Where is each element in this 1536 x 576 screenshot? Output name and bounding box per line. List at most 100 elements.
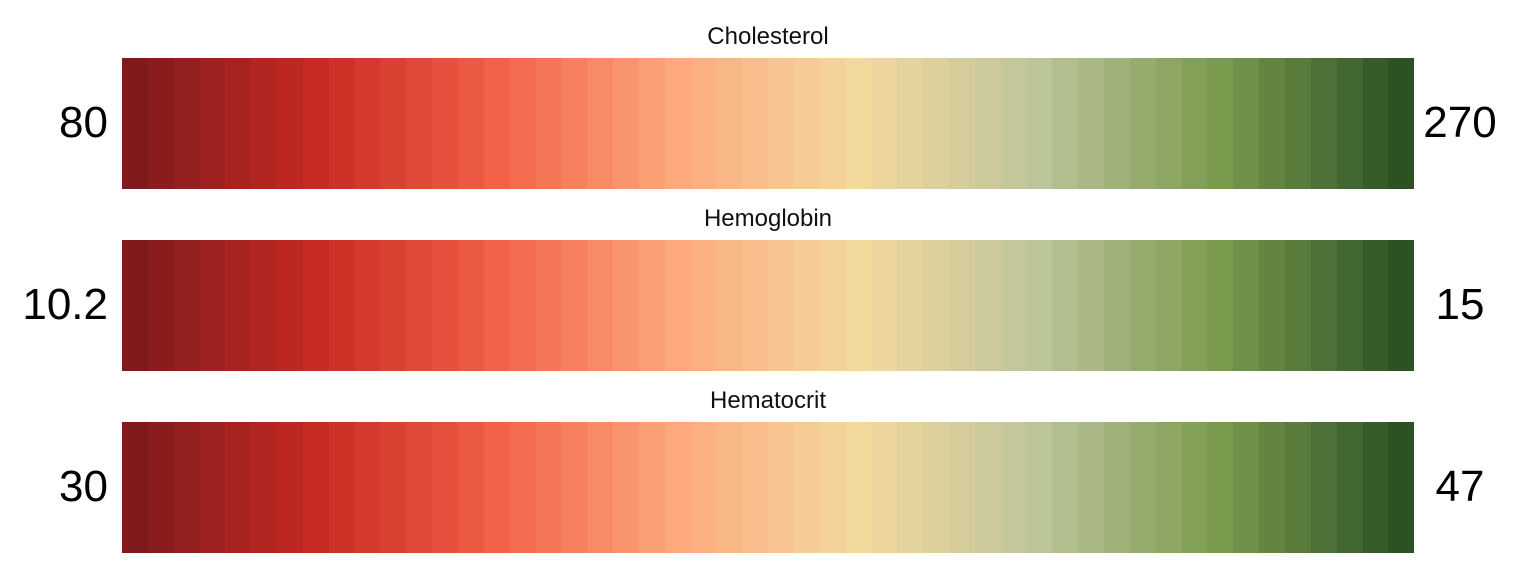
color-bar (122, 422, 1415, 553)
color-swatch (225, 240, 252, 371)
color-swatch (1388, 422, 1415, 553)
color-swatch (793, 240, 820, 371)
color-swatch (561, 422, 588, 553)
color-swatch (302, 240, 329, 371)
color-swatch (949, 240, 975, 371)
scale-min-label: 10.2 (22, 280, 108, 329)
color-swatch (1129, 58, 1156, 189)
color-swatch (1284, 240, 1311, 371)
color-swatch (1026, 58, 1053, 189)
color-swatch (638, 422, 665, 553)
scale-max-label: 270 (1423, 98, 1497, 147)
scale-max-label: 15 (1435, 280, 1485, 329)
color-swatch (1181, 240, 1208, 371)
color-swatch (690, 240, 717, 371)
color-swatch (1000, 422, 1027, 553)
color-swatch (613, 422, 639, 553)
color-swatch (406, 58, 433, 189)
color-swatch (1233, 58, 1260, 189)
color-swatch (1310, 58, 1337, 189)
color-swatch (819, 240, 846, 371)
color-swatch (1284, 422, 1311, 553)
color-swatch (664, 58, 691, 189)
color-swatch (923, 422, 949, 553)
color-swatch (173, 422, 200, 553)
color-swatch (1181, 422, 1208, 553)
color-swatch (1155, 58, 1182, 189)
color-swatch (251, 58, 278, 189)
scale-title: Hemoglobin (703, 205, 833, 232)
color-swatch (509, 240, 536, 371)
color-swatch (845, 240, 872, 371)
color-swatch (1052, 240, 1079, 371)
color-swatch (122, 58, 148, 189)
color-swatch (897, 240, 924, 371)
color-swatch (199, 422, 226, 553)
color-swatch (587, 58, 614, 189)
color-swatch (949, 422, 975, 553)
color-swatch (561, 58, 588, 189)
color-swatch (173, 240, 200, 371)
color-swatch (302, 422, 329, 553)
color-swatch (535, 240, 562, 371)
color-swatch (1310, 422, 1337, 553)
color-swatch (613, 58, 639, 189)
color-swatch (328, 422, 355, 553)
color-swatch (897, 58, 924, 189)
color-swatch (1026, 240, 1053, 371)
color-swatch (897, 422, 924, 553)
color-swatch (1104, 240, 1130, 371)
color-swatch (147, 422, 174, 553)
color-swatch (1207, 58, 1234, 189)
color-swatch (483, 422, 510, 553)
color-swatch (742, 58, 769, 189)
color-swatch (742, 422, 769, 553)
color-swatch (845, 58, 872, 189)
color-swatch (1155, 240, 1182, 371)
color-swatch (1078, 240, 1105, 371)
color-swatch (380, 58, 407, 189)
color-swatch (690, 422, 717, 553)
color-swatch (845, 422, 872, 553)
color-swatch (1104, 58, 1130, 189)
color-swatch (716, 240, 743, 371)
color-swatch (147, 58, 174, 189)
color-swatch (509, 422, 536, 553)
color-swatch (974, 240, 1001, 371)
scale-min-label: 30 (59, 462, 108, 511)
color-swatch (690, 58, 717, 189)
color-swatch (406, 422, 433, 553)
color-swatch (251, 240, 278, 371)
color-swatch (302, 58, 329, 189)
color-swatch (535, 422, 562, 553)
color-swatch (432, 422, 458, 553)
color-swatch (1362, 422, 1389, 553)
color-swatch (1336, 240, 1363, 371)
color-swatch (768, 240, 794, 371)
color-swatch (328, 58, 355, 189)
color-swatch (923, 58, 949, 189)
color-swatch (354, 240, 381, 371)
color-swatch (457, 58, 484, 189)
color-swatch (664, 422, 691, 553)
color-swatch (122, 422, 148, 553)
color-swatch (664, 240, 691, 371)
color-swatch (871, 422, 898, 553)
color-swatch (199, 240, 226, 371)
color-swatch (1052, 58, 1079, 189)
color-swatch (819, 422, 846, 553)
color-swatch (225, 58, 252, 189)
color-swatch (225, 422, 252, 553)
scale-min-label: 80 (59, 98, 108, 147)
scale-max-label: 47 (1435, 462, 1485, 511)
color-swatch (406, 240, 433, 371)
color-swatch (1259, 240, 1285, 371)
color-swatch (147, 240, 174, 371)
color-swatch (793, 422, 820, 553)
color-swatch (949, 58, 975, 189)
color-swatch (1336, 422, 1363, 553)
color-bar (122, 58, 1415, 189)
color-swatch (354, 58, 381, 189)
color-swatch (432, 58, 458, 189)
